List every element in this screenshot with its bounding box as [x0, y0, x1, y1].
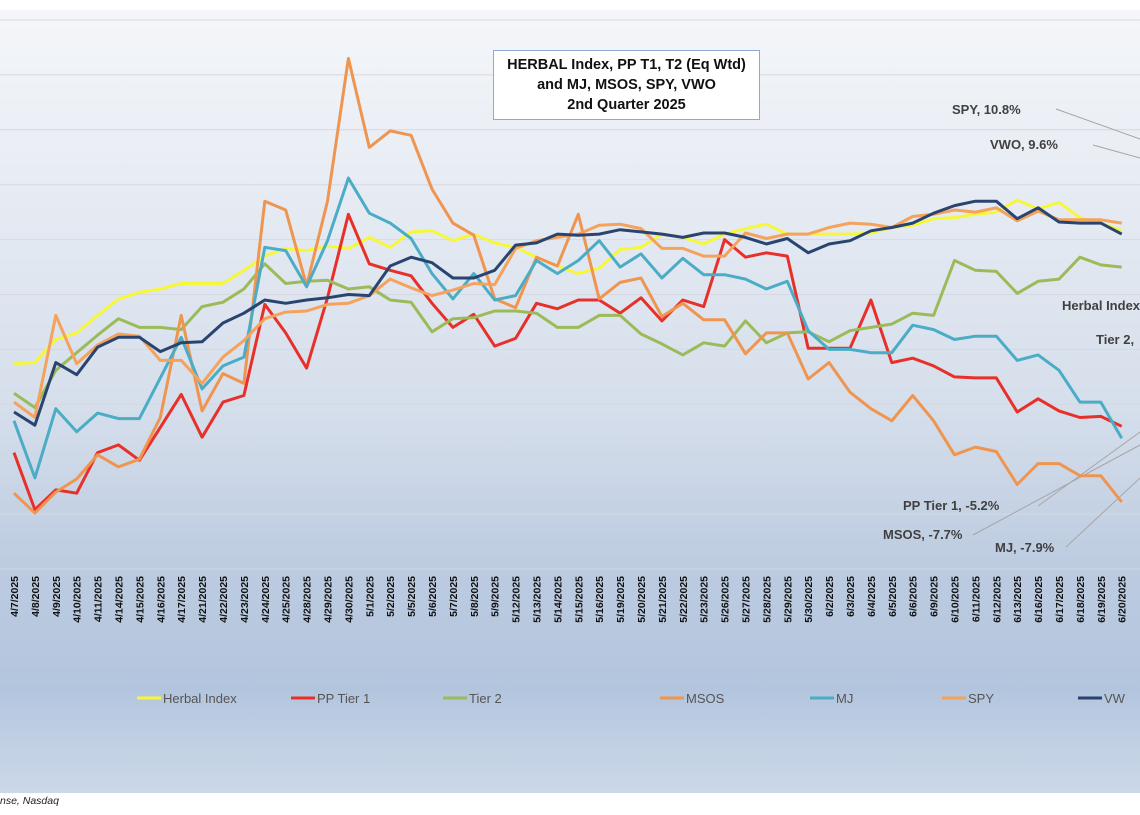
chart-background: [0, 10, 1140, 793]
legend-label: Tier 2: [469, 691, 502, 706]
x-tick-label: 5/8/2025: [469, 576, 481, 617]
series-line-msos: [12, 56, 1123, 515]
x-tick-label: 4/9/2025: [51, 576, 63, 617]
source-note: nse, Nasdaq: [0, 795, 59, 807]
series-line-pp-tier-1: [12, 212, 1123, 512]
legend-item: Herbal Index: [137, 691, 237, 706]
x-tick-label: 4/29/2025: [323, 576, 335, 623]
leader-msos: [972, 444, 1140, 536]
x-tick-label: 4/16/2025: [155, 576, 167, 623]
x-tick-label: 5/2/2025: [385, 576, 397, 617]
annotation-msos: MSOS, -7.7%: [883, 527, 963, 542]
leader-vwo: [1092, 144, 1140, 159]
x-tick-label: 6/19/2025: [1096, 576, 1108, 623]
x-tick-label: 6/18/2025: [1075, 576, 1087, 623]
legend-label: VW: [1104, 691, 1126, 706]
x-tick-label: 5/5/2025: [406, 576, 418, 617]
x-tick-label: 5/1/2025: [364, 576, 376, 617]
x-tick-label: 4/10/2025: [72, 576, 84, 623]
x-tick-label: 6/20/2025: [1117, 576, 1129, 623]
x-tick-label: 4/21/2025: [197, 576, 209, 623]
x-tick-label: 4/7/2025: [9, 576, 21, 617]
legend-label: PP Tier 1: [317, 691, 370, 706]
x-tick-label: 5/22/2025: [678, 576, 690, 623]
x-tick-label: 4/15/2025: [134, 576, 146, 623]
legend-label: SPY: [968, 691, 994, 706]
x-tick-label: 5/19/2025: [615, 576, 627, 623]
x-tick-label: 5/13/2025: [532, 576, 544, 623]
x-tick-label: 6/17/2025: [1054, 576, 1066, 623]
series-lines: [12, 56, 1123, 515]
chart-title: HERBAL Index, PP T1, T2 (Eq Wtd) and MJ,…: [493, 50, 760, 120]
x-tick-label: 4/11/2025: [93, 576, 105, 622]
leader-pp-tier1: [1037, 431, 1140, 507]
x-tick-label: 5/12/2025: [511, 576, 523, 623]
x-tick-label: 4/8/2025: [30, 576, 42, 617]
legend-label: Herbal Index: [163, 691, 237, 706]
x-tick-label: 5/26/2025: [720, 576, 732, 623]
x-tick-label: 4/24/2025: [260, 576, 272, 623]
annotation-herbal-index: Herbal Index: [1062, 298, 1140, 313]
leader-spy: [1055, 108, 1140, 140]
series-line-vwo: [13, 199, 1123, 427]
x-tick-label: 6/11/2025: [970, 576, 982, 622]
series-line-herbal-index: [13, 198, 1123, 366]
x-tick-label: 5/29/2025: [782, 576, 794, 623]
legend-item: MSOS: [660, 691, 725, 706]
x-tick-label: 5/30/2025: [803, 576, 815, 623]
x-tick-label: 5/14/2025: [552, 576, 564, 623]
x-tick-label: 6/5/2025: [887, 576, 899, 617]
x-tick-label: 6/6/2025: [908, 576, 920, 617]
x-tick-label: 6/4/2025: [866, 576, 878, 617]
x-tick-label: 4/22/2025: [218, 576, 230, 623]
x-tick-label: 6/10/2025: [950, 576, 962, 623]
legend-item: SPY: [942, 691, 994, 706]
annotation-leader-lines: [972, 108, 1140, 548]
annotation-pp-tier1: PP Tier 1, -5.2%: [903, 498, 1000, 513]
annotation-tier2: Tier 2,: [1096, 332, 1135, 347]
chart-title-line-3: 2nd Quarter 2025: [567, 97, 686, 113]
x-tick-label: 5/28/2025: [761, 576, 773, 623]
x-tick-label: 5/9/2025: [490, 576, 502, 617]
x-tick-label: 6/3/2025: [845, 576, 857, 617]
x-tick-label: 5/16/2025: [594, 576, 606, 623]
legend-label: MSOS: [686, 691, 725, 706]
legend: Herbal Index PP Tier 1 Tier 2 MSOS MJ SPY VW: [137, 691, 1126, 706]
x-tick-label: 6/16/2025: [1033, 576, 1045, 623]
chart-title-line-1: HERBAL Index, PP T1, T2 (Eq Wtd): [507, 57, 746, 73]
legend-item: PP Tier 1: [291, 691, 370, 706]
x-axis-tick-labels: 4/7/2025 4/8/2025 4/9/2025 4/10/2025 4/11/20…: [9, 576, 1129, 623]
x-tick-label: 4/30/2025: [343, 576, 355, 623]
annotation-spy: SPY, 10.8%: [952, 102, 1021, 117]
x-tick-label: 4/28/2025: [302, 576, 314, 623]
annotation-vwo: VWO, 9.6%: [990, 137, 1058, 152]
x-tick-label: 5/21/2025: [657, 576, 669, 623]
x-tick-label: 6/13/2025: [1012, 576, 1024, 623]
annotation-mj: MJ, -7.9%: [995, 540, 1055, 555]
x-tick-label: 5/15/2025: [573, 576, 585, 623]
chart-title-line-2: and MJ, MSOS, SPY, VWO: [537, 77, 716, 93]
legend-item: Tier 2: [443, 691, 502, 706]
x-tick-label: 5/7/2025: [448, 576, 460, 617]
x-tick-label: 6/2/2025: [824, 576, 836, 617]
legend-item: MJ: [810, 691, 853, 706]
x-tick-label: 5/23/2025: [699, 576, 711, 623]
leader-mj: [1065, 477, 1140, 548]
x-tick-label: 5/27/2025: [741, 576, 753, 623]
legend-item: VW: [1078, 691, 1126, 706]
x-tick-label: 4/25/2025: [281, 576, 293, 623]
x-tick-label: 4/23/2025: [239, 576, 251, 623]
x-tick-label: 4/14/2025: [114, 576, 126, 623]
x-tick-label: 5/6/2025: [427, 576, 439, 617]
legend-label: MJ: [836, 691, 853, 706]
x-tick-label: 4/17/2025: [176, 576, 188, 623]
x-tick-label: 5/20/2025: [636, 576, 648, 623]
x-tick-label: 6/12/2025: [991, 576, 1003, 623]
series-line-tier-2: [13, 255, 1122, 410]
x-tick-label: 6/9/2025: [929, 576, 941, 617]
